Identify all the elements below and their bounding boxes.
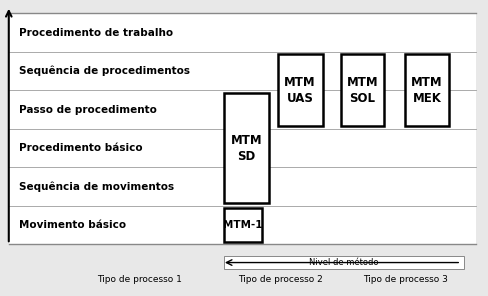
Text: Procedimento básico: Procedimento básico [19,143,142,153]
Bar [405,54,449,126]
Bar [224,93,269,203]
Bar [278,54,323,126]
Text: Nivel de método: Nivel de método [309,258,379,267]
Text: Tipo de processo 3: Tipo de processo 3 [363,275,447,284]
Text: MTM
UAS: MTM UAS [285,76,316,105]
Text: Tipo de processo 2: Tipo de processo 2 [238,275,323,284]
Text: Tipo de processo 1: Tipo de processo 1 [97,275,182,284]
Bar [224,208,262,242]
Text: Sequência de movimentos: Sequência de movimentos [19,181,174,192]
Text: Passo de procedimento: Passo de procedimento [19,104,157,115]
Text: MTM
SOL: MTM SOL [346,76,378,105]
Text: MTM-1: MTM-1 [223,220,263,230]
Text: MTM
MEK: MTM MEK [411,76,443,105]
Bar [224,256,464,269]
Text: Movimento básico: Movimento básico [19,220,126,230]
Text: Sequência de procedimentos: Sequência de procedimentos [19,66,189,76]
Text: Procedimento de trabalho: Procedimento de trabalho [19,28,173,38]
Bar [341,54,384,126]
Text: MTM
SD: MTM SD [231,133,262,163]
Bar [9,13,476,244]
